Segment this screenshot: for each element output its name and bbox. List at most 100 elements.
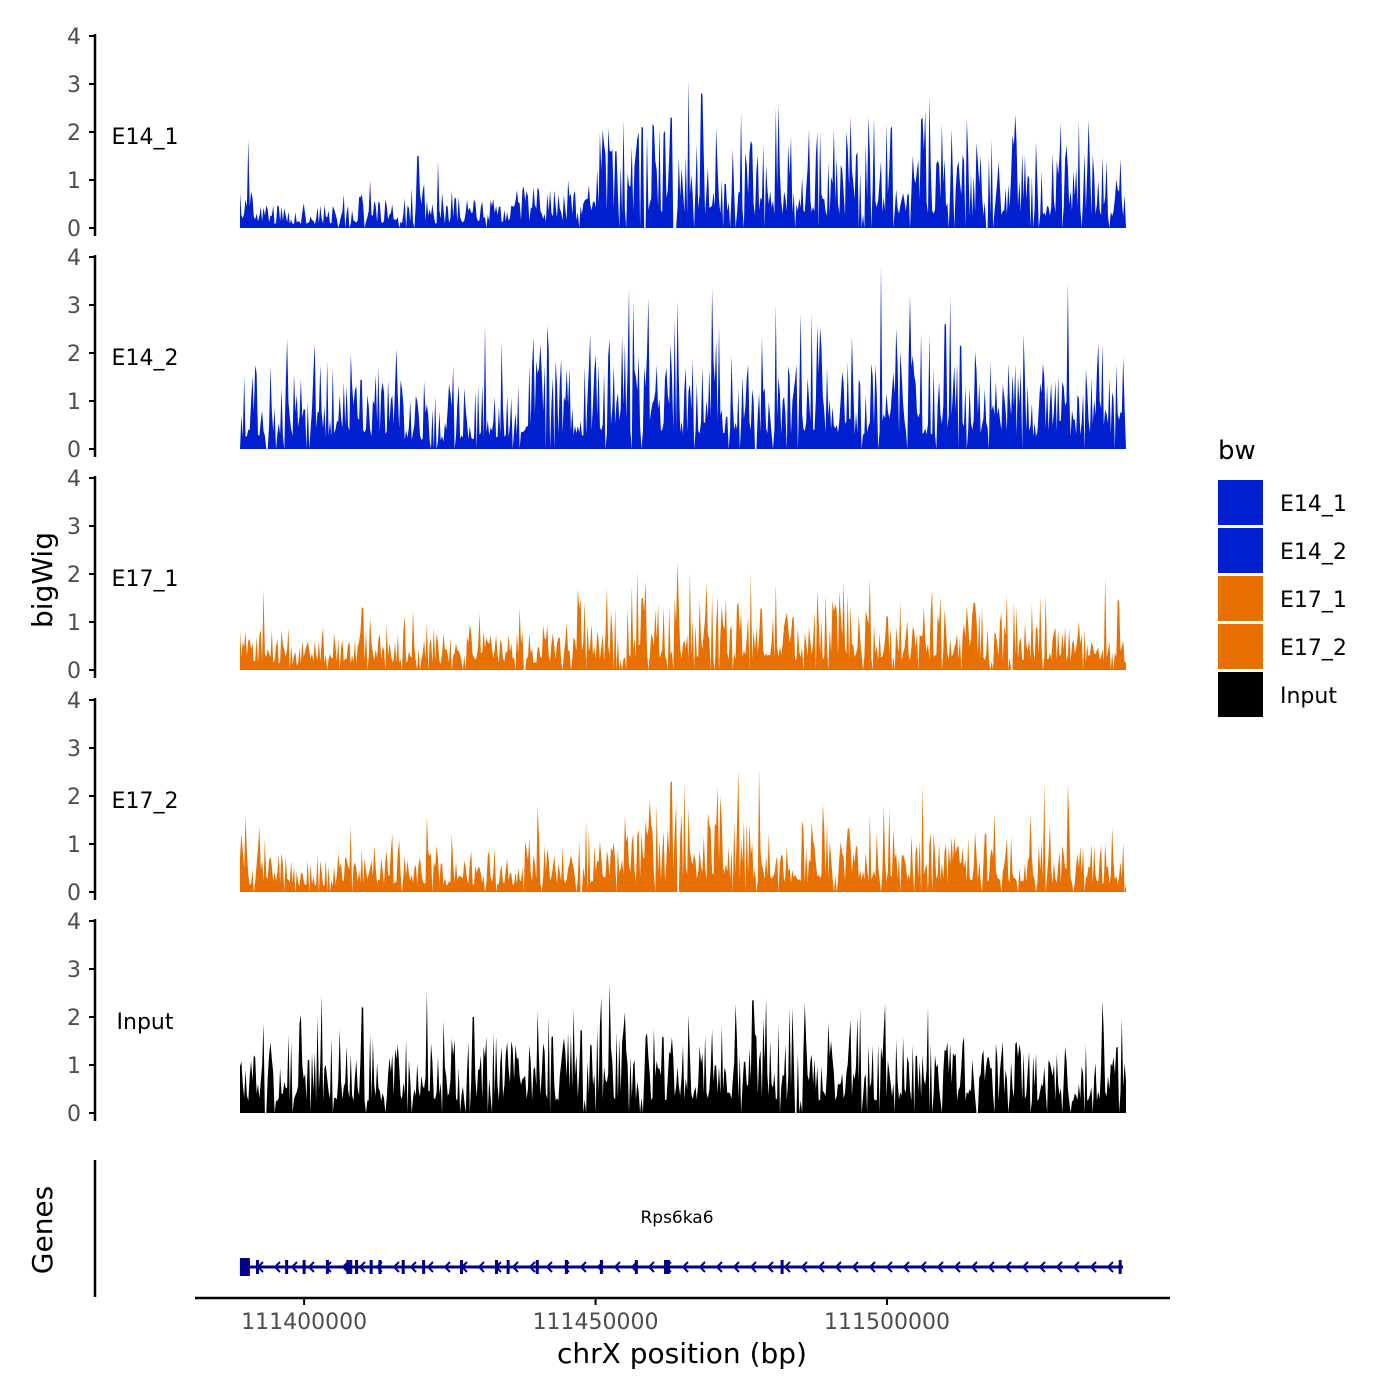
strand-arrow bbox=[273, 1261, 281, 1273]
strand-arrow bbox=[953, 1261, 961, 1273]
y-tick-label: 1 bbox=[67, 1054, 81, 1079]
strand-arrow bbox=[783, 1261, 791, 1273]
y-tick-label: 2 bbox=[67, 1006, 81, 1031]
legend-key-input bbox=[1218, 672, 1263, 717]
y-tick-label: 0 bbox=[67, 881, 81, 906]
track-e17-2: 0 1 2 3 4 E17_2 bbox=[67, 689, 1126, 906]
track-e14-2: 0 1 2 3 4 E14_2 bbox=[67, 246, 1126, 463]
gene-exon bbox=[325, 1260, 329, 1274]
y-tick-label: 3 bbox=[67, 294, 81, 319]
genes-axis-title: Genes bbox=[26, 1186, 59, 1274]
strand-arrow bbox=[460, 1261, 468, 1273]
strand-arrow bbox=[749, 1261, 757, 1273]
signal-area-e17-2 bbox=[240, 769, 1126, 892]
y-tick-label: 2 bbox=[67, 121, 81, 146]
track-label: E14_1 bbox=[112, 125, 179, 150]
x-axis-title: chrX position (bp) bbox=[557, 1337, 807, 1370]
y-tick-label: 0 bbox=[67, 438, 81, 463]
track-e14-1: 0 1 2 3 4 E14_1 bbox=[67, 25, 1126, 242]
gene-exon bbox=[401, 1260, 405, 1274]
gene-exon bbox=[285, 1260, 289, 1274]
strand-arrow bbox=[698, 1261, 706, 1273]
strand-arrow bbox=[341, 1261, 349, 1273]
strand-arrow bbox=[545, 1261, 553, 1273]
strand-arrow bbox=[681, 1261, 689, 1273]
strand-arrow bbox=[970, 1261, 978, 1273]
legend-label: E17_2 bbox=[1280, 636, 1347, 661]
gene-exon bbox=[346, 1260, 350, 1274]
strand-arrow bbox=[851, 1261, 859, 1273]
strand-arrow bbox=[1038, 1261, 1046, 1273]
y-tick-label: 1 bbox=[67, 611, 81, 636]
strand-arrow bbox=[477, 1261, 485, 1273]
track-label: E14_2 bbox=[112, 346, 179, 371]
track-e17-1: 0 1 2 3 4 E17_1 bbox=[67, 467, 1126, 684]
y-tick-label: 4 bbox=[67, 25, 81, 50]
y-tick-label: 3 bbox=[67, 737, 81, 762]
track-label: Input bbox=[117, 1010, 174, 1035]
strand-arrow bbox=[834, 1261, 842, 1273]
strand-arrow bbox=[579, 1261, 587, 1273]
y-tick-label: 0 bbox=[67, 659, 81, 684]
gene-name-label: Rps6ka6 bbox=[640, 1208, 713, 1228]
gene-exon bbox=[349, 1260, 353, 1274]
strand-arrow bbox=[375, 1261, 383, 1273]
strand-arrow bbox=[409, 1261, 417, 1273]
y-axis-title: bigWig bbox=[26, 532, 59, 628]
gene-exon bbox=[535, 1260, 539, 1274]
strand-arrow bbox=[358, 1261, 366, 1273]
y-tick-label: 3 bbox=[67, 515, 81, 540]
y-tick-label: 1 bbox=[67, 169, 81, 194]
gene-exon bbox=[422, 1260, 426, 1274]
gene-exon bbox=[599, 1260, 603, 1274]
x-tick-label: 111500000 bbox=[824, 1310, 950, 1335]
track-input: 0 1 2 3 4 Input bbox=[67, 910, 1126, 1127]
track-label: E17_1 bbox=[112, 567, 179, 592]
y-tick-label: 2 bbox=[67, 563, 81, 588]
gene-exon bbox=[378, 1260, 382, 1274]
x-axis: 111400000 111450000 111500000 bbox=[195, 1296, 1170, 1335]
y-tick-label: 3 bbox=[67, 73, 81, 98]
y-tick-label: 0 bbox=[67, 217, 81, 242]
signal-tracks: 0 1 2 3 4 E14_1 0 1 2 3 4 E14_2 0 1 2 3 4 E17_1 0 1 2 3 4 E17_2… bbox=[67, 25, 1126, 1127]
strand-arrow bbox=[664, 1261, 672, 1273]
strand-arrow bbox=[715, 1261, 723, 1273]
y-tick-label: 1 bbox=[67, 390, 81, 415]
strand-arrow bbox=[936, 1261, 944, 1273]
legend-key-e14-2 bbox=[1218, 528, 1263, 573]
strand-arrow bbox=[613, 1261, 621, 1273]
y-tick-label: 3 bbox=[67, 958, 81, 983]
signal-area-e14-1 bbox=[240, 79, 1126, 228]
strand-arrow bbox=[511, 1261, 519, 1273]
strand-arrow bbox=[817, 1261, 825, 1273]
signal-area-e14-2 bbox=[240, 264, 1126, 449]
track-label: E17_2 bbox=[112, 789, 179, 814]
strand-arrow bbox=[1004, 1261, 1012, 1273]
strand-arrow bbox=[307, 1261, 315, 1273]
legend-key-e17-2 bbox=[1218, 624, 1263, 669]
x-tick-label: 111450000 bbox=[533, 1310, 659, 1335]
gene-exon bbox=[564, 1260, 568, 1274]
legend-title: bw bbox=[1218, 436, 1256, 466]
gene-exon bbox=[369, 1260, 373, 1274]
gene-exon bbox=[302, 1260, 306, 1274]
legend: bw E14_1 E14_2 E17_1 E17_2 Input bbox=[1218, 436, 1347, 717]
strand-arrow bbox=[732, 1261, 740, 1273]
legend-label: E17_1 bbox=[1280, 588, 1347, 613]
gene-exon bbox=[239, 1258, 250, 1276]
legend-label: Input bbox=[1280, 684, 1337, 709]
y-tick-label: 4 bbox=[67, 689, 81, 714]
gene-exon bbox=[355, 1260, 359, 1274]
strand-arrow bbox=[766, 1261, 774, 1273]
strand-arrow bbox=[800, 1261, 808, 1273]
strand-arrow bbox=[290, 1261, 298, 1273]
strand-arrow bbox=[902, 1261, 910, 1273]
strand-arrow bbox=[630, 1261, 638, 1273]
strand-arrow bbox=[1072, 1261, 1080, 1273]
gene-exon bbox=[780, 1260, 784, 1274]
strand-arrow bbox=[324, 1261, 332, 1273]
legend-label: E14_2 bbox=[1280, 540, 1347, 565]
strand-arrow bbox=[1021, 1261, 1029, 1273]
y-tick-label: 1 bbox=[67, 833, 81, 858]
